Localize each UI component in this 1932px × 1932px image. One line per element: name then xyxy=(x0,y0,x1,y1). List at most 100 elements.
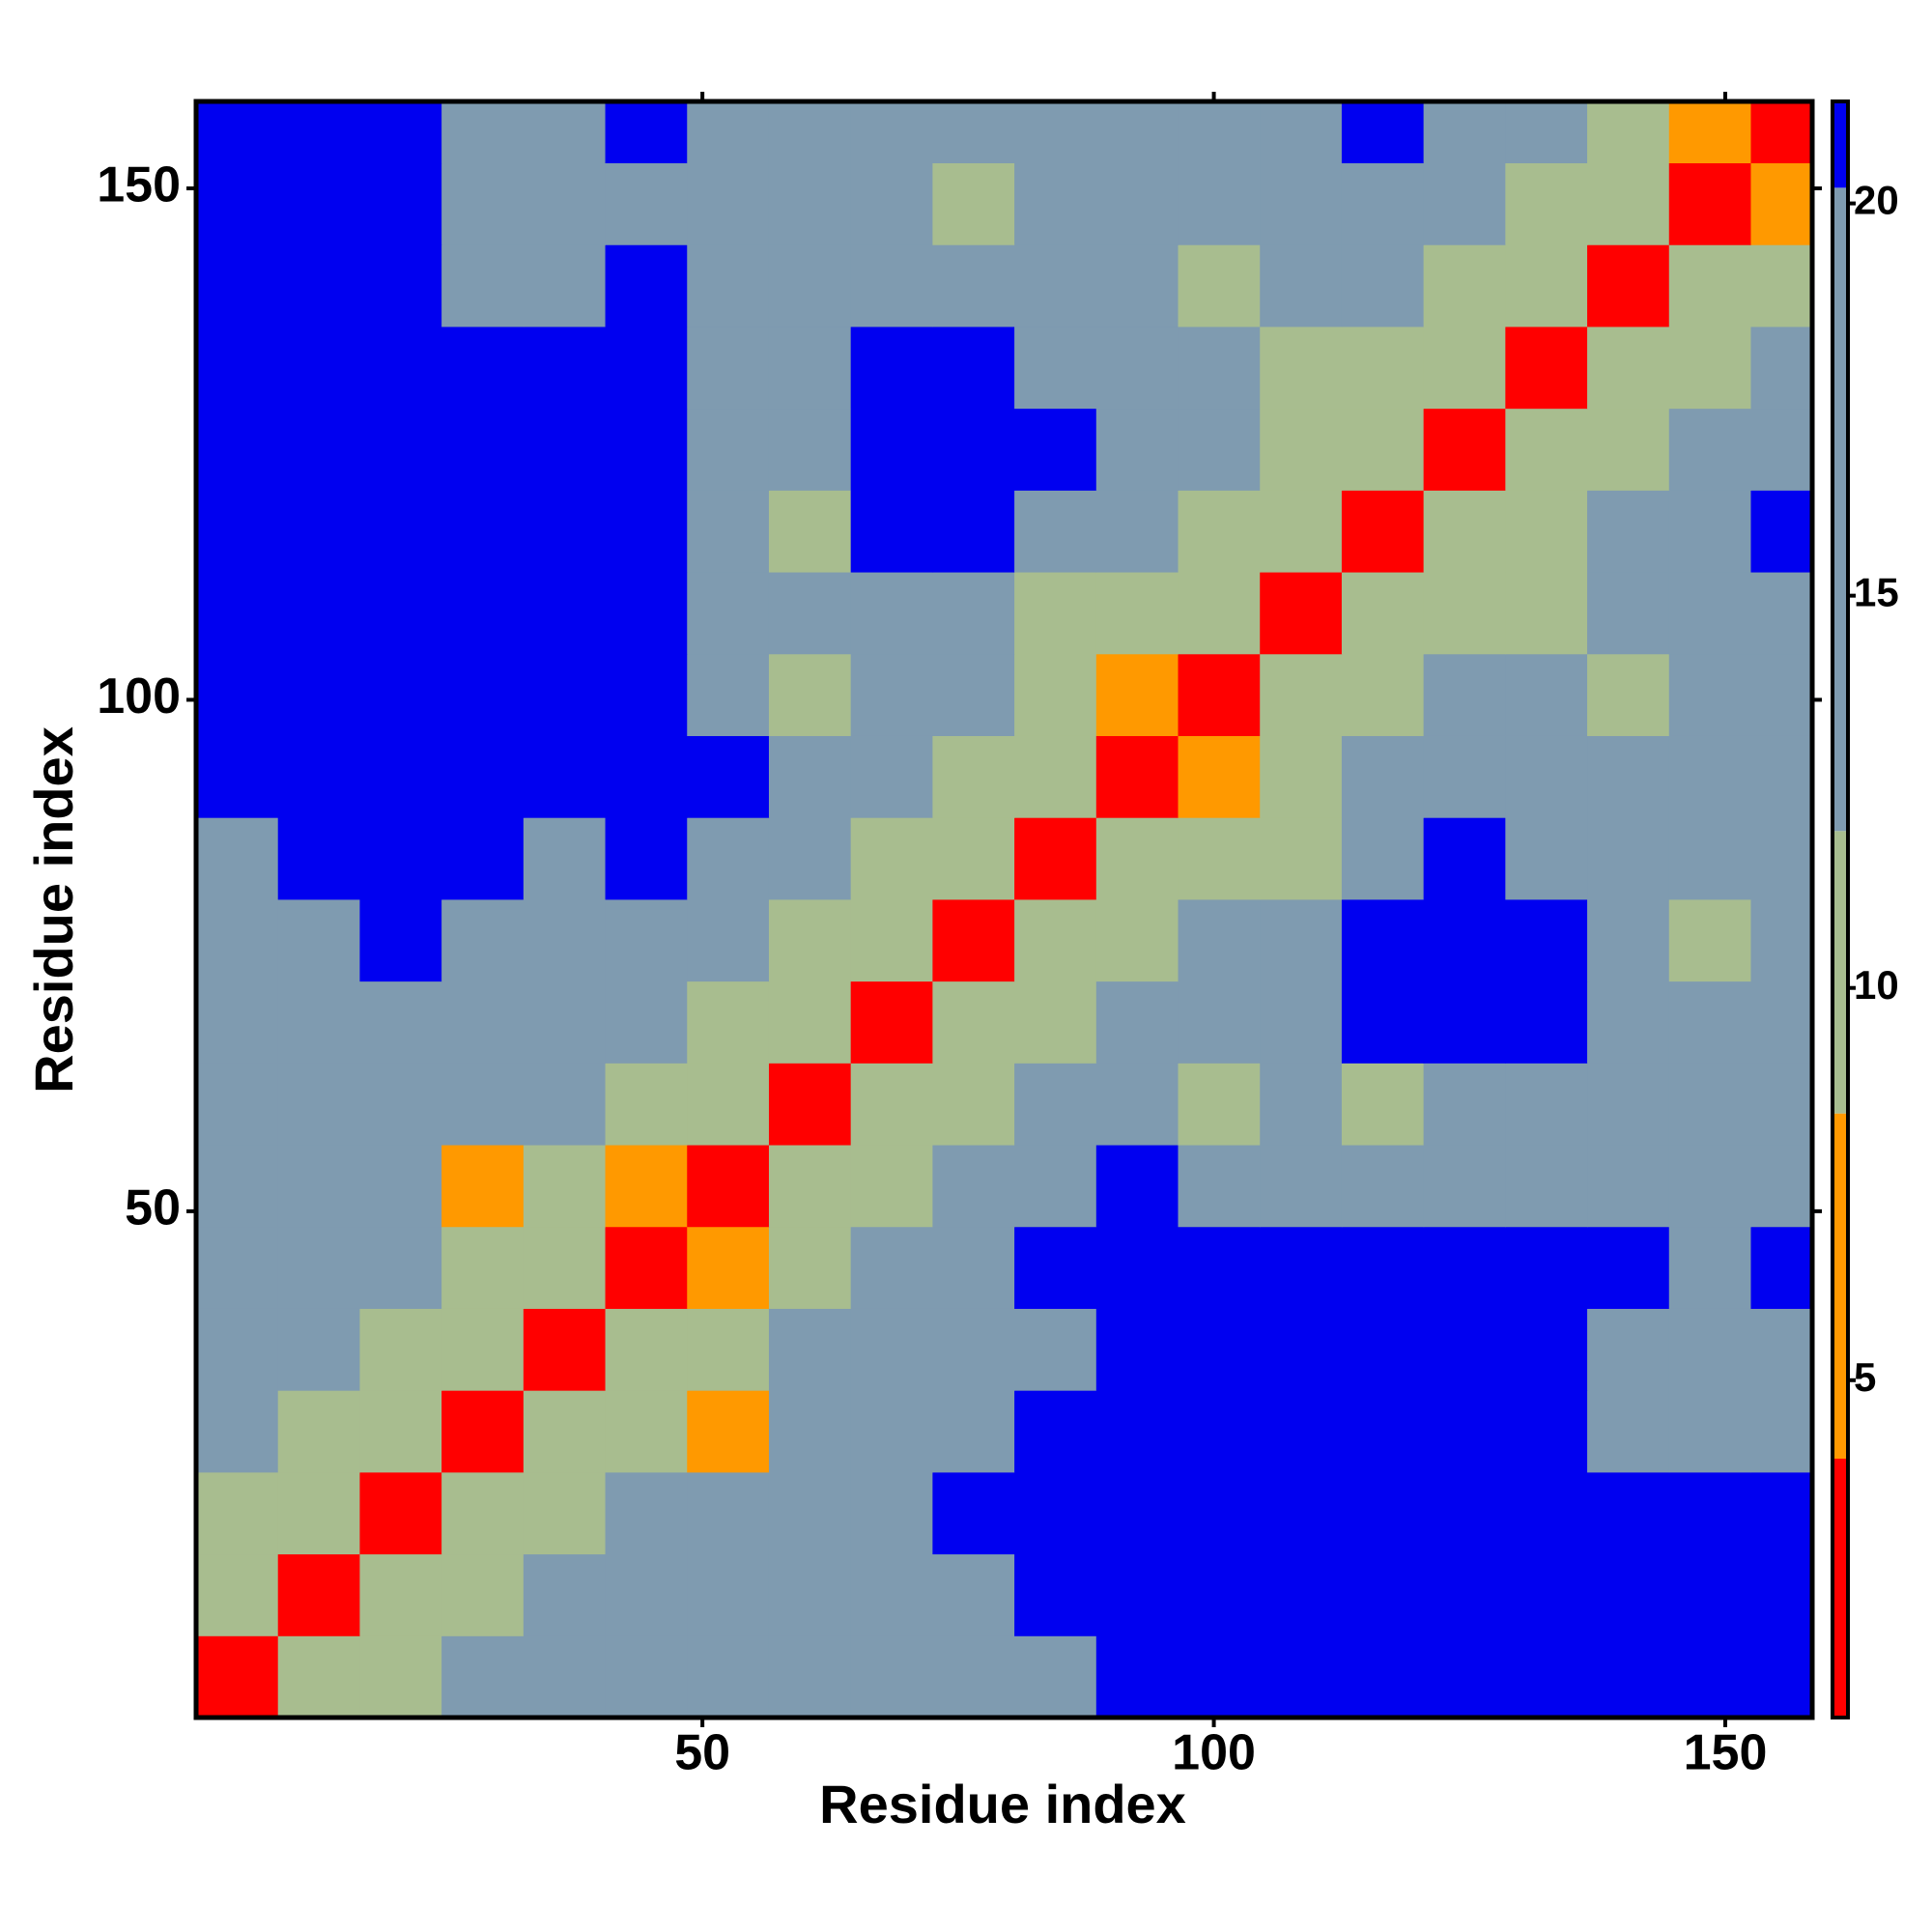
colorbar-bin xyxy=(1833,1113,1848,1459)
heatmap-cell xyxy=(277,1063,360,1146)
heatmap-cell xyxy=(441,572,525,655)
heatmap-cell xyxy=(932,1063,1015,1146)
heatmap-cell xyxy=(768,326,852,410)
heatmap-cell xyxy=(1423,898,1506,982)
heatmap-cell xyxy=(196,572,279,655)
heatmap-cell xyxy=(768,980,852,1064)
heatmap-cell xyxy=(1750,1635,1813,1719)
heatmap-cell xyxy=(196,735,279,818)
heatmap-cell xyxy=(1178,162,1261,245)
heatmap-cell xyxy=(1178,408,1261,491)
heatmap-cell xyxy=(605,490,688,573)
heatmap-cell xyxy=(1178,1635,1261,1719)
heatmap-cell xyxy=(1423,735,1506,818)
heatmap-cell xyxy=(1668,735,1751,818)
heatmap-cell xyxy=(1178,572,1261,655)
heatmap-cell xyxy=(1095,1471,1179,1555)
heatmap-cell xyxy=(441,653,525,736)
heatmap-cell xyxy=(1505,980,1588,1064)
heatmap-cell xyxy=(932,817,1015,900)
heatmap-cell xyxy=(850,653,933,736)
heatmap-cell xyxy=(850,1390,933,1473)
heatmap-cell xyxy=(1260,1145,1343,1228)
heatmap-cell xyxy=(1587,1553,1670,1636)
heatmap-cell xyxy=(1178,1145,1261,1228)
heatmap-cell xyxy=(1095,980,1179,1064)
heatmap-cell xyxy=(687,1063,770,1146)
heatmap-cell xyxy=(1423,572,1506,655)
heatmap-cell xyxy=(1423,326,1506,410)
heatmap-cell xyxy=(850,1308,933,1391)
heatmap-cell xyxy=(932,408,1015,491)
heatmap-cell xyxy=(850,898,933,982)
heatmap-cell xyxy=(1587,1308,1670,1391)
heatmap-cell xyxy=(1505,1063,1588,1146)
colorbar-bin xyxy=(1833,1458,1848,1718)
heatmap-cell xyxy=(605,1063,688,1146)
heatmap-cell xyxy=(687,244,770,327)
heatmap-cell xyxy=(1505,1635,1588,1719)
heatmap-cell xyxy=(850,1063,933,1146)
colorbar-bin xyxy=(1833,831,1848,1114)
heatmap-cell xyxy=(1587,326,1670,410)
heatmap-cell xyxy=(523,980,607,1064)
heatmap-cell xyxy=(1260,408,1343,491)
heatmap-cell xyxy=(1260,244,1343,327)
heatmap-cell xyxy=(1014,1063,1097,1146)
heatmap-cell xyxy=(196,817,279,900)
heatmap-cell xyxy=(277,1390,360,1473)
heatmap-cell xyxy=(277,244,360,327)
heatmap-cell xyxy=(359,244,442,327)
heatmap-cell xyxy=(1750,898,1813,982)
heatmap-cell xyxy=(1423,980,1506,1064)
heatmap-cell xyxy=(1095,244,1179,327)
heatmap-cell xyxy=(1178,1471,1261,1555)
heatmap-cell xyxy=(1260,1063,1343,1146)
heatmap-cell xyxy=(1014,735,1097,818)
heatmap-cell xyxy=(1341,1226,1425,1309)
heatmap-cell xyxy=(441,980,525,1064)
heatmap-cell xyxy=(196,408,279,491)
heatmap-cell xyxy=(932,1308,1015,1391)
heatmap-cell xyxy=(1668,1063,1751,1146)
heatmap-cell xyxy=(1505,1471,1588,1555)
heatmap-cell xyxy=(932,244,1015,327)
heatmap-cell xyxy=(768,1471,852,1555)
x-tick-label: 100 xyxy=(1172,1725,1256,1781)
heatmap-cell xyxy=(1014,1226,1097,1309)
heatmap-cell xyxy=(1505,572,1588,655)
heatmap-cell xyxy=(441,1635,525,1719)
heatmap-cell xyxy=(441,1226,525,1309)
heatmap-cell xyxy=(932,653,1015,736)
heatmap-cell xyxy=(359,1063,442,1146)
heatmap-cell xyxy=(1260,980,1343,1064)
colorbar-tick-label: 5 xyxy=(1854,1354,1876,1400)
heatmap-cell xyxy=(1095,1063,1179,1146)
heatmap-cell xyxy=(441,490,525,573)
heatmap-cell xyxy=(1178,101,1261,164)
heatmap-cell xyxy=(1505,1390,1588,1473)
heatmap-cell xyxy=(768,1553,852,1636)
heatmap-cell xyxy=(1587,1226,1670,1309)
heatmap-cell xyxy=(1750,490,1813,573)
heatmap-cell xyxy=(196,898,279,982)
heatmap-cell xyxy=(1668,1553,1751,1636)
colorbar-bin xyxy=(1833,187,1848,832)
heatmap-cell xyxy=(441,1553,525,1636)
heatmap-cell xyxy=(277,1635,360,1719)
heatmap-cell xyxy=(605,1553,688,1636)
heatmap-cell xyxy=(605,817,688,900)
heatmap-cell xyxy=(1178,1226,1261,1309)
heatmap-cell xyxy=(687,980,770,1064)
heatmap-cell xyxy=(277,162,360,245)
heatmap-cell xyxy=(687,898,770,982)
heatmap-cell xyxy=(523,1226,607,1309)
heatmap-cell xyxy=(359,572,442,655)
heatmap-cell xyxy=(850,1145,933,1228)
heatmap-cell xyxy=(1014,817,1097,900)
heatmap-cell xyxy=(1341,162,1425,245)
heatmap-cell xyxy=(932,1145,1015,1228)
heatmap-cell xyxy=(1750,408,1813,491)
heatmap-cell xyxy=(850,490,933,573)
